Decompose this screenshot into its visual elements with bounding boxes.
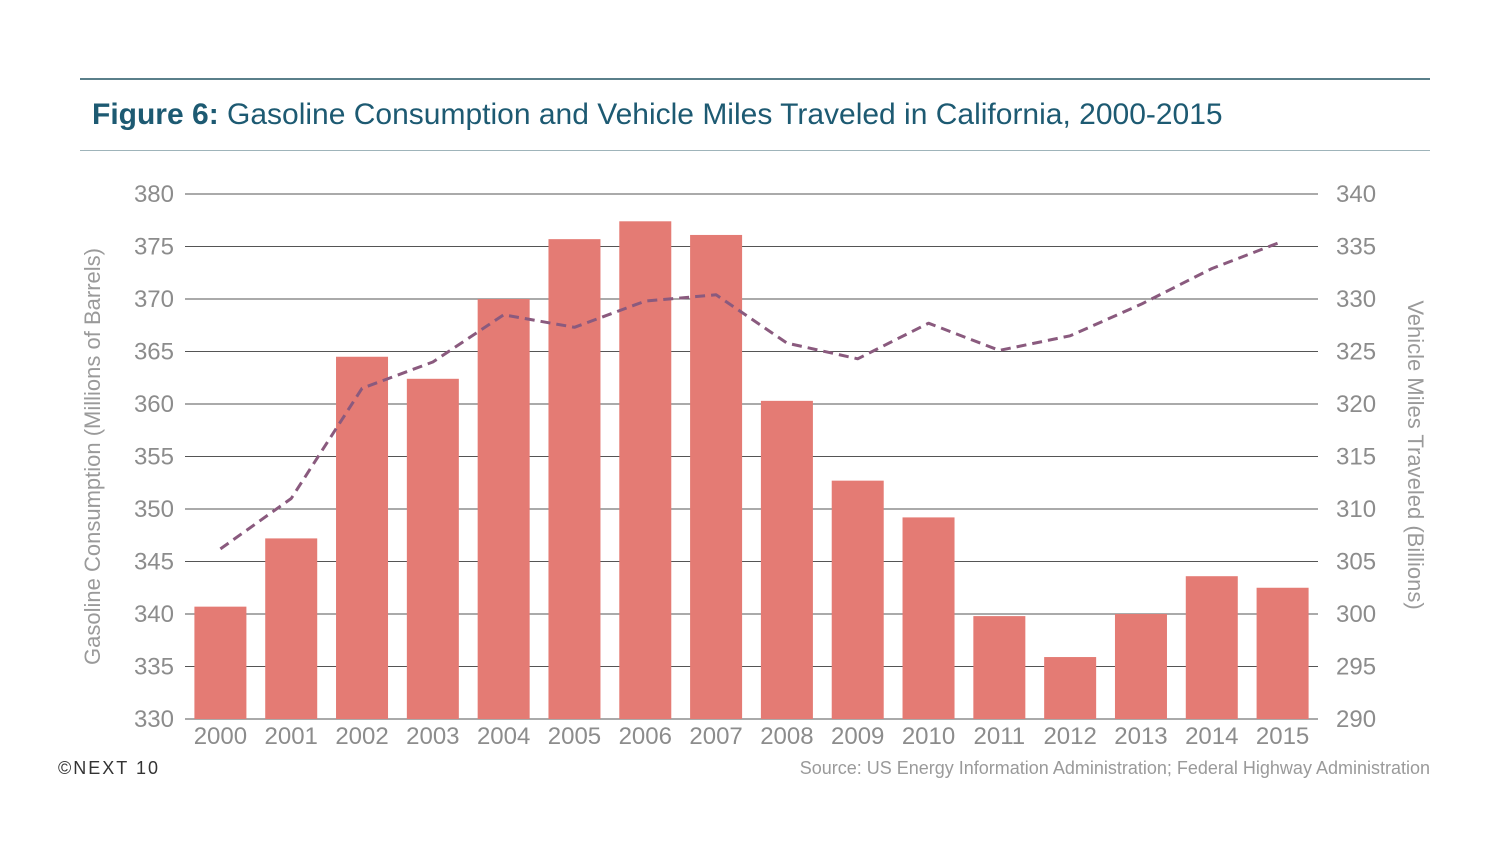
bar: [406, 378, 459, 719]
title-prefix: Figure 6:: [92, 98, 219, 131]
x-tick-label: 2000: [194, 723, 247, 750]
bar: [760, 400, 813, 719]
bar: [194, 606, 247, 719]
x-tick-label: 2007: [689, 723, 742, 750]
chart-title: Figure 6: Gasoline Consumption and Vehic…: [92, 98, 1223, 132]
y-right-axis-title: Vehicle Miles Traveled (Billions): [1403, 300, 1428, 609]
x-tick-label: 2011: [974, 723, 1026, 750]
y-left-tick-label: 350: [134, 496, 174, 523]
x-tick-label: 2003: [406, 723, 459, 750]
x-tick-label: 2010: [902, 723, 955, 750]
y-right-tick-label: 340: [1336, 181, 1376, 208]
source-note: Source: US Energy Information Administra…: [799, 758, 1430, 778]
y-left-tick-label: 365: [134, 339, 174, 366]
bar: [1256, 587, 1309, 719]
bar: [548, 239, 601, 719]
bar: [1114, 614, 1167, 719]
y-right-tick-label: 335: [1336, 234, 1376, 261]
y-right-tick-label: 320: [1336, 391, 1376, 418]
x-tick-label: 2012: [1043, 723, 1096, 750]
bar: [831, 480, 884, 719]
y-left-tick-label: 380: [134, 181, 174, 208]
x-tick-label: 2002: [335, 723, 388, 750]
y-left-tick-label: 345: [134, 549, 174, 576]
bar: [336, 356, 389, 719]
title-text: Gasoline Consumption and Vehicle Miles T…: [218, 98, 1223, 131]
y-left-tick-label: 330: [134, 706, 174, 733]
bar: [973, 616, 1026, 719]
y-right-tick-label: 295: [1336, 654, 1376, 681]
y-left-tick-label: 375: [134, 234, 174, 261]
x-tick-label: 2006: [619, 723, 672, 750]
x-tick-label: 2004: [477, 723, 530, 750]
bar: [265, 538, 318, 719]
bar: [902, 517, 955, 719]
x-tick-label: 2009: [831, 723, 884, 750]
y-left-tick-label: 370: [134, 286, 174, 313]
bar: [1044, 657, 1097, 719]
x-tick-label: 2001: [265, 723, 318, 750]
top-rule: [80, 78, 1430, 80]
next10-logo: ©NEXT 10: [58, 758, 160, 778]
y-right-tick-label: 300: [1336, 601, 1376, 628]
y-right-tick-label: 290: [1336, 706, 1376, 733]
bar: [477, 299, 530, 719]
bar: [1185, 576, 1238, 719]
y-right-tick-label: 305: [1336, 549, 1376, 576]
y-right-tick-label: 325: [1336, 339, 1376, 366]
x-tick-label: 2005: [548, 723, 601, 750]
x-tick-label: 2014: [1185, 723, 1238, 750]
y-left-tick-label: 335: [134, 654, 174, 681]
title-underline: [80, 150, 1430, 151]
y-right-tick-label: 330: [1336, 286, 1376, 313]
y-left-axis-title: Gasoline Consumption (Millions of Barrel…: [80, 248, 105, 665]
bar: [690, 234, 743, 719]
bar: [619, 221, 672, 720]
y-right-tick-label: 310: [1336, 496, 1376, 523]
y-right-tick-label: 315: [1336, 444, 1376, 471]
x-tick-label: 2008: [760, 723, 813, 750]
x-tick-label: 2015: [1256, 723, 1309, 750]
y-left-tick-label: 360: [134, 391, 174, 418]
y-left-tick-label: 355: [134, 444, 174, 471]
y-left-tick-label: 340: [134, 601, 174, 628]
x-tick-label: 2013: [1114, 723, 1167, 750]
